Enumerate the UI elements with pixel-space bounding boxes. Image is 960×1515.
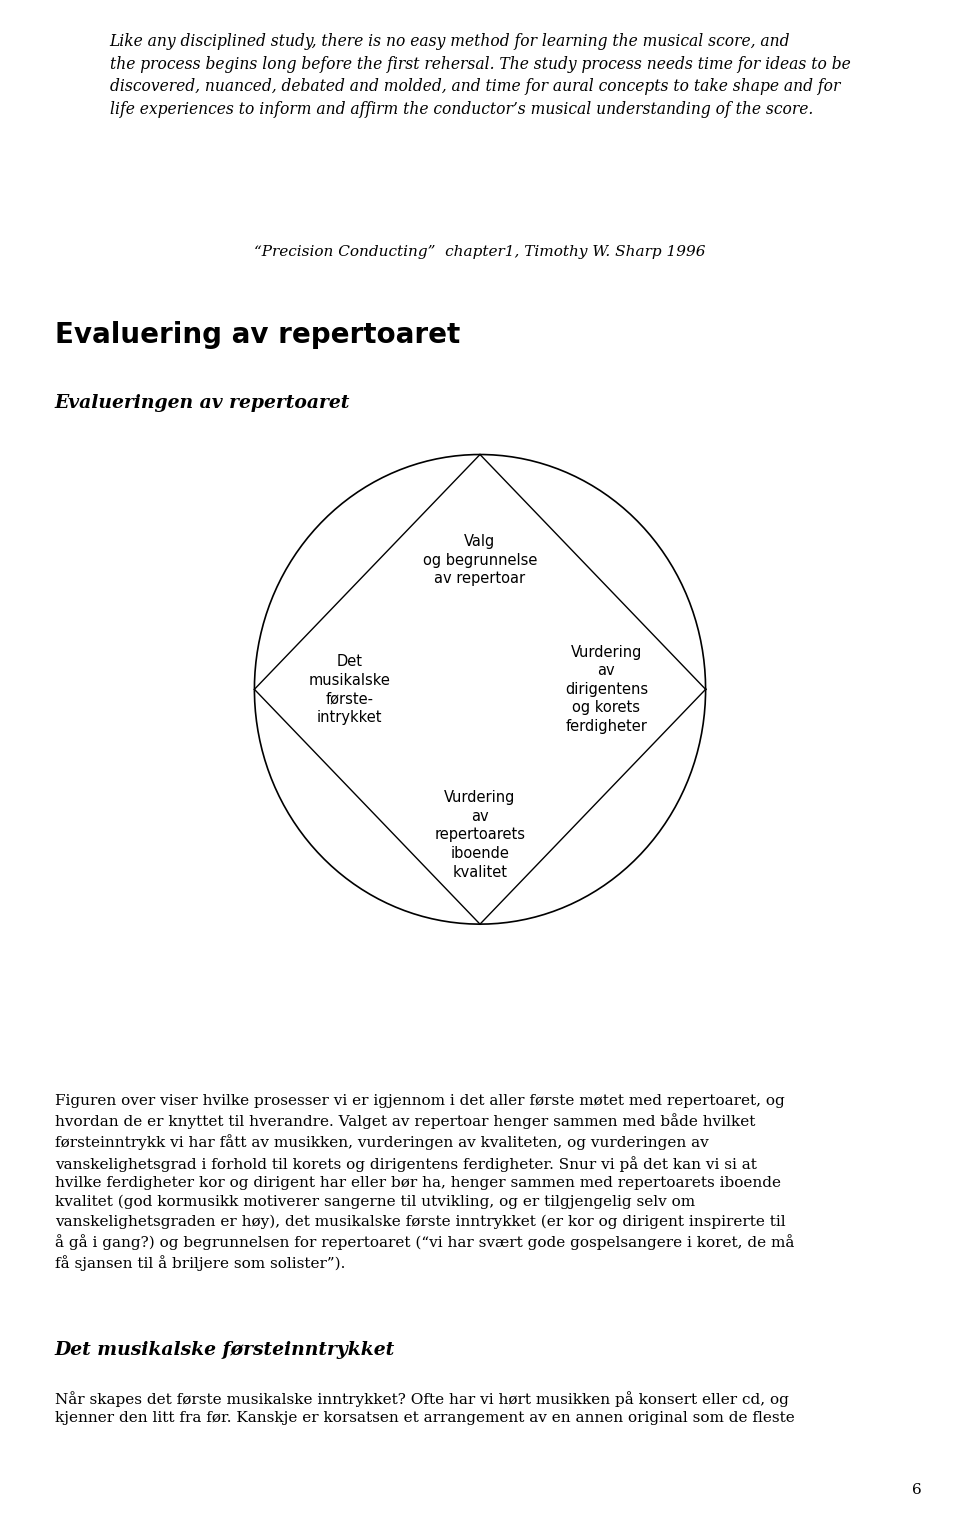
Text: “Precision Conducting”  chapter1, Timothy W. Sharp 1996: “Precision Conducting” chapter1, Timothy… <box>254 245 706 259</box>
Text: Når skapes det første musikalske inntrykket? Ofte har vi hørt musikken på konser: Når skapes det første musikalske inntryk… <box>55 1391 795 1426</box>
Text: Like any disciplined study, there is no easy method for learning the musical sco: Like any disciplined study, there is no … <box>109 33 851 118</box>
Text: Vurdering
av
repertoarets
iboende
kvalitet: Vurdering av repertoarets iboende kvalit… <box>435 791 525 880</box>
Text: 6: 6 <box>912 1483 922 1497</box>
Text: Det
musikalske
første-
intrykket: Det musikalske første- intrykket <box>308 654 390 724</box>
Text: Evalueringen av repertoaret: Evalueringen av repertoaret <box>55 394 350 412</box>
Text: Det musikalske førsteinntrykket: Det musikalske førsteinntrykket <box>55 1341 395 1359</box>
Text: Valg
og begrunnelse
av repertoar: Valg og begrunnelse av repertoar <box>422 535 538 586</box>
Text: Figuren over viser hvilke prosesser vi er igjennom i det aller første møtet med : Figuren over viser hvilke prosesser vi e… <box>55 1094 794 1271</box>
Text: Evaluering av repertoaret: Evaluering av repertoaret <box>55 321 460 348</box>
Text: Vurdering
av
dirigentens
og korets
ferdigheter: Vurdering av dirigentens og korets ferdi… <box>564 644 648 735</box>
